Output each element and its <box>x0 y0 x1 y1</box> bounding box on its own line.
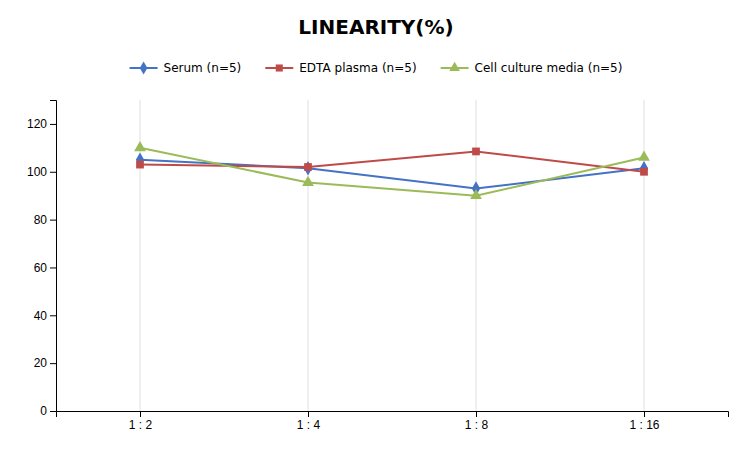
y-tick-label: 80 <box>34 213 48 227</box>
y-tick: 120 <box>27 117 56 131</box>
y-tick: 20 <box>34 356 56 370</box>
point <box>136 161 144 169</box>
y-tick-label: 40 <box>34 309 48 323</box>
x-tick-label: 1 : 2 <box>129 418 153 432</box>
legend: Serum (n=5) EDTA plasma (n=5) Cell culture… <box>130 61 623 75</box>
point <box>304 163 312 171</box>
point <box>134 141 146 151</box>
legend-label: Serum (n=5) <box>164 61 242 75</box>
point <box>470 189 482 199</box>
legend-marker <box>449 62 460 71</box>
point <box>302 176 314 186</box>
x-axis-line <box>57 412 729 418</box>
point <box>638 151 650 161</box>
y-axis-line <box>50 101 57 412</box>
series-line <box>140 148 644 196</box>
series-group <box>134 141 650 199</box>
x-tick: 1 : 8 <box>465 411 489 432</box>
legend-label: Cell culture media (n=5) <box>475 61 623 75</box>
y-tick-label: 0 <box>40 404 47 418</box>
y-tick: 0 <box>40 404 56 418</box>
legend-label: EDTA plasma (n=5) <box>299 61 416 75</box>
legend-marker <box>276 64 283 71</box>
x-tick-label: 1 : 4 <box>297 418 321 432</box>
y-tick-mark <box>50 267 56 268</box>
legend-item: Serum (n=5) <box>130 61 242 75</box>
y-tick: 100 <box>27 165 56 179</box>
x-tick: 1 : 4 <box>297 411 321 432</box>
y-axis: 0 20 40 60 80 100 120 <box>27 101 57 419</box>
x-tick-mark <box>308 411 309 417</box>
x-tick: 1 : 2 <box>129 411 153 432</box>
x-tick-mark <box>140 411 141 417</box>
point <box>640 161 648 175</box>
grid <box>140 100 644 411</box>
y-tick-mark <box>50 363 56 364</box>
chart: LINEARITY(%) 1 : 2 1 : 4 1 : 8 1 : 16 0 20 40 60… <box>0 0 752 451</box>
point <box>304 161 312 175</box>
y-tick-mark <box>50 172 56 173</box>
y-tick-mark <box>50 124 56 125</box>
point <box>640 168 648 176</box>
y-tick-mark <box>50 220 56 221</box>
legend-marker <box>140 61 148 74</box>
y-tick: 40 <box>34 309 56 323</box>
grid-line <box>308 100 309 411</box>
plot: 1 : 2 1 : 4 1 : 8 1 : 16 0 20 40 60 80 100 120 <box>27 100 729 432</box>
y-tick-label: 120 <box>27 117 47 131</box>
y-tick-label: 60 <box>34 261 48 275</box>
y-tick-label: 100 <box>27 165 47 179</box>
y-tick: 80 <box>34 213 56 227</box>
grid-line <box>476 100 477 411</box>
x-tick-mark <box>476 411 477 417</box>
legend-item: Cell culture media (n=5) <box>441 61 623 75</box>
x-tick-mark <box>644 411 645 417</box>
x-tick: 1 : 16 <box>629 411 659 432</box>
y-tick-mark <box>50 411 56 412</box>
title: LINEARITY(%) <box>298 15 453 39</box>
point <box>472 148 480 156</box>
x-tick-label: 1 : 16 <box>629 418 659 432</box>
x-axis: 1 : 2 1 : 4 1 : 8 1 : 16 <box>57 411 729 432</box>
y-tick: 60 <box>34 261 56 275</box>
grid-line <box>644 100 645 411</box>
x-tick-label: 1 : 8 <box>465 418 489 432</box>
y-tick-mark <box>50 315 56 316</box>
legend-item: EDTA plasma (n=5) <box>265 61 416 75</box>
series-line <box>140 151 644 171</box>
y-tick-label: 20 <box>34 356 48 370</box>
